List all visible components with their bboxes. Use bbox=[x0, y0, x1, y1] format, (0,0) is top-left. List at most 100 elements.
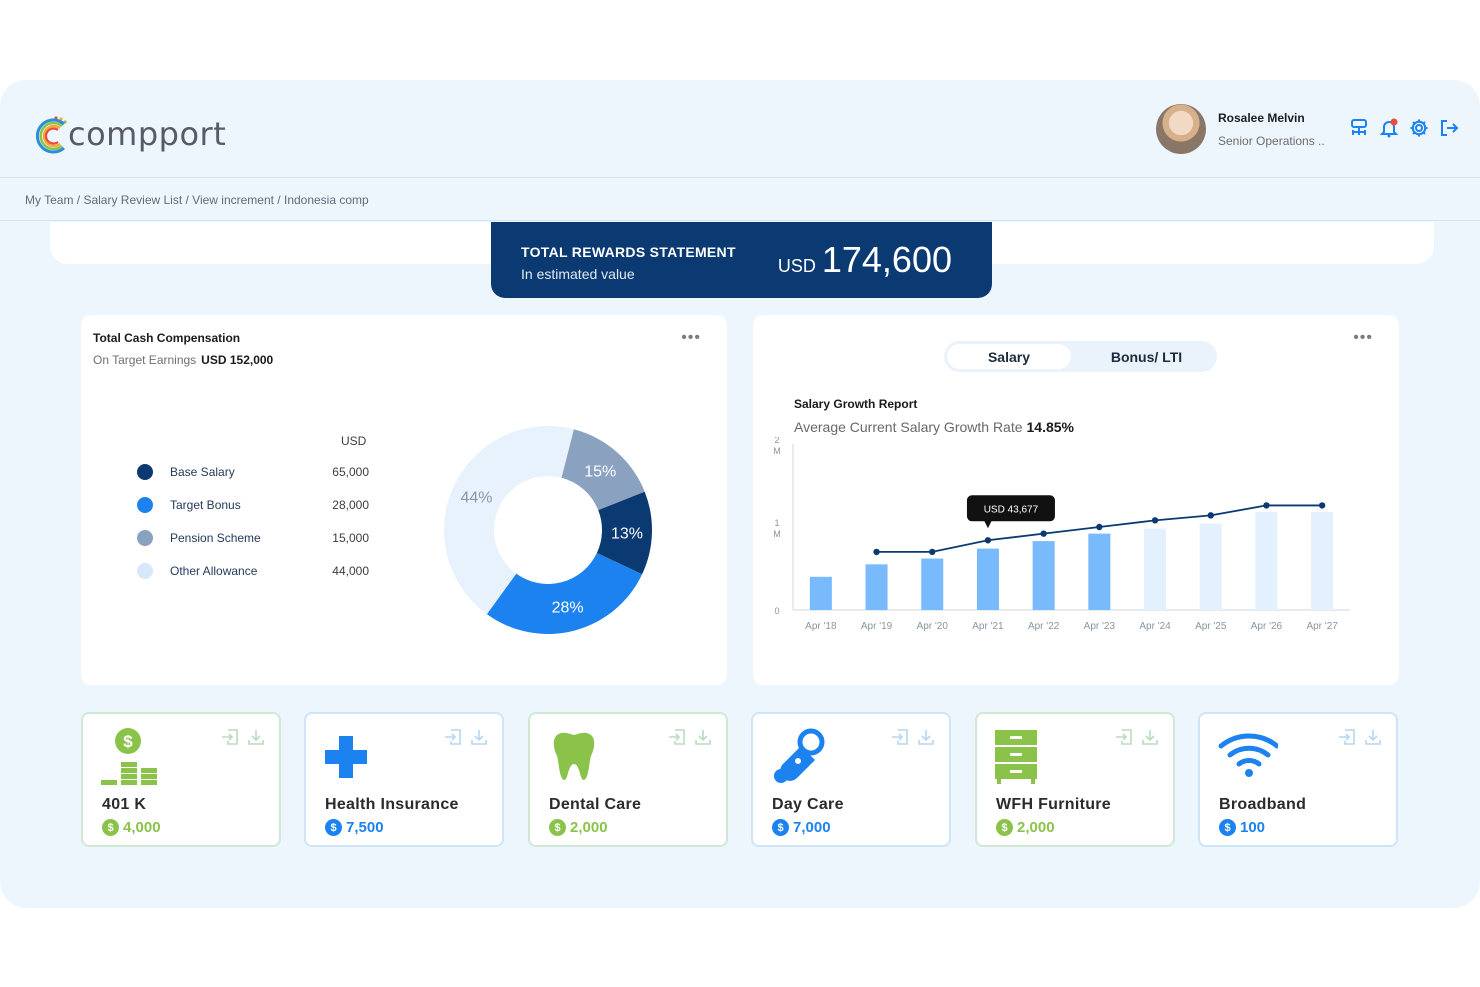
total-rewards-value: 174,600 bbox=[821, 239, 952, 280]
x-tick-label: Apr '18 bbox=[805, 621, 837, 632]
download-icon[interactable] bbox=[247, 728, 265, 751]
growth-rate-value: 14.85% bbox=[1026, 419, 1074, 435]
download-icon[interactable] bbox=[694, 728, 712, 751]
salary-bar[interactable] bbox=[1032, 541, 1055, 610]
import-icon[interactable] bbox=[1338, 728, 1356, 751]
donut-slice-base-salary[interactable] bbox=[596, 491, 652, 575]
benefit-value: 100 bbox=[1240, 819, 1266, 836]
benefit-card[interactable]: Broadband $100 bbox=[1198, 712, 1398, 847]
x-tick-label: Apr '19 bbox=[861, 621, 893, 632]
growth-point[interactable] bbox=[873, 548, 880, 556]
salary-bar[interactable] bbox=[1088, 533, 1111, 610]
growth-rate-label: Average Current Salary Growth Rate bbox=[794, 419, 1023, 435]
salary-bar[interactable] bbox=[865, 564, 888, 610]
legend-dot bbox=[137, 529, 153, 546]
benefit-name: WFH Furniture bbox=[996, 796, 1111, 813]
tooltip-text: USD 43,677 bbox=[984, 504, 1039, 515]
benefit-card[interactable]: Day Care $7,000 bbox=[751, 712, 951, 847]
salary-bar[interactable] bbox=[976, 548, 999, 610]
app-window: compport Rosalee Melvin Senior Operation… bbox=[0, 80, 1480, 908]
more-options-icon[interactable]: ••• bbox=[681, 329, 701, 346]
import-icon[interactable] bbox=[891, 728, 909, 751]
benefit-name: Broadband bbox=[1219, 796, 1307, 813]
benefit-card[interactable]: WFH Furniture $2,000 bbox=[975, 712, 1175, 847]
benefit-amount: $7,000 bbox=[772, 819, 831, 836]
notification-bell-icon[interactable] bbox=[1378, 117, 1400, 139]
salary-bar[interactable] bbox=[1311, 512, 1334, 610]
report-title: Salary Growth Report bbox=[794, 397, 918, 411]
salary-bar[interactable] bbox=[921, 558, 944, 610]
dollar-coin-icon: $ bbox=[772, 819, 789, 836]
legend-dot bbox=[137, 496, 153, 513]
salary-bar[interactable] bbox=[809, 576, 832, 610]
avatar[interactable] bbox=[1156, 104, 1206, 154]
download-icon[interactable] bbox=[1141, 728, 1159, 751]
salary-bar[interactable] bbox=[1255, 512, 1278, 610]
more-options-icon[interactable]: ••• bbox=[1353, 329, 1373, 346]
dollar-coin-icon: $ bbox=[325, 819, 342, 836]
donut-slice-other-allowance[interactable] bbox=[444, 426, 574, 615]
download-icon[interactable] bbox=[1364, 728, 1382, 751]
growth-point[interactable] bbox=[1263, 502, 1270, 509]
total-rewards-currency: USD bbox=[777, 256, 816, 276]
growth-point[interactable] bbox=[1318, 502, 1326, 509]
logout-icon[interactable] bbox=[1438, 117, 1460, 139]
import-icon[interactable] bbox=[1115, 728, 1133, 751]
benefit-name: Health Insurance bbox=[325, 796, 459, 813]
org-chart-icon[interactable] bbox=[1348, 117, 1370, 139]
growth-point[interactable] bbox=[1151, 517, 1159, 524]
legend-value: 28,000 bbox=[332, 497, 369, 512]
legend-label: Other Allowance bbox=[170, 563, 258, 578]
legend-row: Pension Scheme 15,000 bbox=[137, 521, 369, 554]
donut-slice-pension-scheme[interactable] bbox=[561, 429, 645, 511]
pacifier-icon bbox=[771, 728, 831, 788]
medical-cross-icon bbox=[324, 728, 384, 788]
x-tick-label: Apr '22 bbox=[1028, 621, 1060, 632]
donut-label: 13% bbox=[611, 525, 643, 542]
benefit-card[interactable]: Dental Care $2,000 bbox=[528, 712, 728, 847]
benefit-value: 2,000 bbox=[570, 819, 608, 836]
growth-point[interactable] bbox=[929, 548, 936, 556]
breadcrumb[interactable]: My Team / Salary Review List / View incr… bbox=[0, 179, 1480, 221]
settings-gear-icon[interactable] bbox=[1408, 117, 1430, 139]
import-icon[interactable] bbox=[221, 728, 239, 751]
benefit-amount: $2,000 bbox=[996, 819, 1055, 836]
chart-tooltip: USD 43,677 bbox=[966, 495, 1055, 529]
benefit-card[interactable]: Health Insurance $7,500 bbox=[304, 712, 504, 847]
legend-label: Target Bonus bbox=[170, 497, 241, 512]
x-tick-label: Apr '21 bbox=[972, 621, 1004, 632]
user-profile[interactable]: Rosalee Melvin Senior Operations .. bbox=[1156, 104, 1325, 154]
ote-value: USD 152,000 bbox=[201, 353, 274, 367]
growth-point[interactable] bbox=[1207, 512, 1214, 519]
benefit-name: Dental Care bbox=[549, 796, 642, 813]
salary-bar[interactable] bbox=[1144, 528, 1167, 610]
tab-bonus-lti[interactable]: Bonus/ LTI bbox=[1110, 348, 1183, 365]
growth-point[interactable] bbox=[984, 537, 992, 544]
legend-row: Base Salary 65,000 bbox=[137, 455, 369, 488]
card-title: Total Cash Compensation bbox=[93, 331, 241, 345]
growth-point[interactable] bbox=[1096, 523, 1103, 531]
compensation-legend: Base Salary 65,000 Target Bonus 28,000 P… bbox=[137, 455, 369, 587]
download-icon[interactable] bbox=[917, 728, 935, 751]
growth-point[interactable] bbox=[1040, 530, 1047, 537]
user-role: Senior Operations .. bbox=[1218, 133, 1325, 148]
cash-compensation-card: ••• Total Cash Compensation On Target Ea… bbox=[81, 315, 727, 685]
x-tick-label: Apr '23 bbox=[1084, 621, 1116, 632]
import-icon[interactable] bbox=[668, 728, 686, 751]
import-icon[interactable] bbox=[444, 728, 462, 751]
donut-slice-target-bonus[interactable] bbox=[486, 552, 643, 634]
logo[interactable]: compport bbox=[36, 110, 226, 158]
download-icon[interactable] bbox=[470, 728, 488, 751]
legend-row: Target Bonus 28,000 bbox=[137, 488, 369, 521]
y-tick-label: M bbox=[773, 529, 781, 539]
drawer-cabinet-icon bbox=[995, 728, 1055, 788]
salary-bar[interactable] bbox=[1199, 523, 1222, 610]
user-name: Rosalee Melvin bbox=[1218, 110, 1305, 125]
benefit-value: 2,000 bbox=[1017, 819, 1055, 836]
tab-salary[interactable]: Salary bbox=[947, 344, 1071, 369]
legend-value: 65,000 bbox=[332, 464, 369, 479]
legend-row: Other Allowance 44,000 bbox=[137, 554, 369, 587]
legend-label: Base Salary bbox=[170, 464, 235, 479]
benefit-card[interactable]: $ 401 K $4,000 bbox=[81, 712, 281, 847]
benefit-value: 4,000 bbox=[123, 819, 161, 836]
